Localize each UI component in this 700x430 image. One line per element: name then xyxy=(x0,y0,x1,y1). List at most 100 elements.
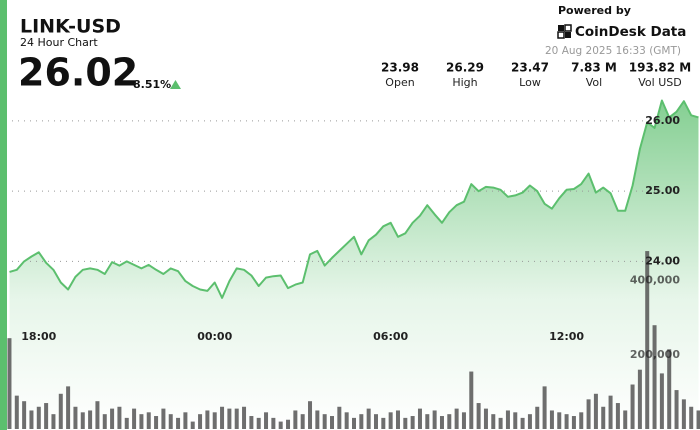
volume-bar xyxy=(652,325,657,429)
stat-value: 23.98 xyxy=(381,61,419,75)
volume-bar xyxy=(227,408,232,429)
volume-bar xyxy=(513,412,518,429)
volume-bar xyxy=(139,414,144,429)
volume-bar xyxy=(439,416,444,429)
stat-value: 26.29 xyxy=(446,61,484,75)
volume-bar xyxy=(637,369,642,429)
volume-bar xyxy=(491,414,496,429)
volume-bar xyxy=(330,416,335,429)
volume-bar xyxy=(681,399,686,429)
volume-bar xyxy=(659,373,664,429)
volume-bar xyxy=(535,406,540,429)
volume-bar xyxy=(36,406,41,429)
volume-bar xyxy=(256,417,261,429)
subtitle: 24 Hour Chart xyxy=(20,36,98,49)
volume-bar xyxy=(564,414,569,429)
volume-bar xyxy=(417,408,422,429)
volume-bar xyxy=(498,417,503,429)
x-tick-label: 12:00 xyxy=(549,330,584,343)
volume-bar xyxy=(689,406,694,429)
volume-bar xyxy=(505,410,510,429)
volume-bar xyxy=(102,414,107,429)
volume-bar xyxy=(337,406,342,429)
volume-bar xyxy=(22,401,27,429)
volume-bar xyxy=(623,410,628,429)
volume-bar xyxy=(73,406,78,429)
volume-bar xyxy=(344,412,349,429)
volume-bar xyxy=(234,408,239,429)
volume-bar xyxy=(615,403,620,429)
up-arrow xyxy=(170,80,181,89)
volume-bar xyxy=(190,421,195,429)
volume-bar xyxy=(549,410,554,429)
x-tick-label: 06:00 xyxy=(373,330,408,343)
volume-bar xyxy=(146,412,151,429)
stat-value: 193.82 M xyxy=(629,61,691,75)
volume-bar xyxy=(322,414,327,429)
volume-bar xyxy=(183,412,188,429)
volume-bar xyxy=(593,393,598,429)
brand-logo xyxy=(557,24,572,39)
volume-bar xyxy=(381,417,386,429)
volume-bar xyxy=(410,416,415,429)
volume-bar xyxy=(286,419,291,429)
volume-bar xyxy=(198,414,203,429)
accent-strip xyxy=(0,0,7,430)
volume-bar xyxy=(124,417,129,429)
volume-bar xyxy=(220,406,225,429)
volume-bar xyxy=(461,412,466,429)
volume-bar xyxy=(674,390,679,429)
volume-bar xyxy=(366,408,371,429)
stat-label: High xyxy=(452,76,477,89)
volume-bar xyxy=(88,410,93,429)
volume-bar xyxy=(586,399,591,429)
volume-bar xyxy=(608,395,613,429)
plot: 24.00 25.00 26.00 200,000 400,000 18:00 00:00 0… xyxy=(7,99,700,430)
powered-by: Powered by xyxy=(558,4,631,17)
volume-bar xyxy=(168,414,173,429)
stat-value: 23.47 xyxy=(511,61,549,75)
volume-bar xyxy=(271,417,276,429)
volume-bar xyxy=(66,386,71,429)
x-tick-label: 18:00 xyxy=(21,330,56,343)
volume-bar xyxy=(696,410,700,429)
volume-bar xyxy=(278,421,283,429)
volume-bar xyxy=(44,403,49,429)
volume-bar xyxy=(132,408,137,429)
volume-bar xyxy=(315,410,320,429)
y-tick-label: 24.00 xyxy=(645,254,680,267)
volume-bar xyxy=(14,395,19,429)
volume-bar xyxy=(352,417,356,429)
volume-bar xyxy=(58,393,63,429)
stat-label: Vol xyxy=(586,76,602,89)
volume-bar xyxy=(249,416,254,429)
volume-bar xyxy=(601,406,606,429)
volume-bar xyxy=(110,408,115,429)
volume-bar xyxy=(454,408,459,429)
volume-bar xyxy=(359,414,364,429)
volume-bar xyxy=(154,416,159,429)
volume-bar xyxy=(447,414,452,429)
volume-bar xyxy=(557,412,562,429)
volume-bar xyxy=(527,414,532,429)
volume-bar xyxy=(542,386,547,429)
volume-bar xyxy=(7,338,12,429)
volume-bar xyxy=(395,410,400,429)
volume-bar xyxy=(176,417,181,429)
volume-bar xyxy=(425,414,430,429)
volume-bar xyxy=(51,414,56,429)
stat-label: Vol USD xyxy=(638,76,681,89)
brand: CoinDesk Data xyxy=(575,24,686,40)
volume-bar xyxy=(95,401,100,429)
stat-label: Open xyxy=(385,76,414,89)
volume-bar xyxy=(300,414,305,429)
volume-bar xyxy=(571,416,576,429)
price: 26.02 xyxy=(18,51,138,95)
volume-bar xyxy=(483,408,488,429)
volume-bar xyxy=(293,410,298,429)
volume-bar xyxy=(469,371,474,429)
volume-tick-label: 200,000 xyxy=(630,348,680,361)
title: LINK-USD xyxy=(20,16,121,38)
volume-bar xyxy=(161,408,166,429)
